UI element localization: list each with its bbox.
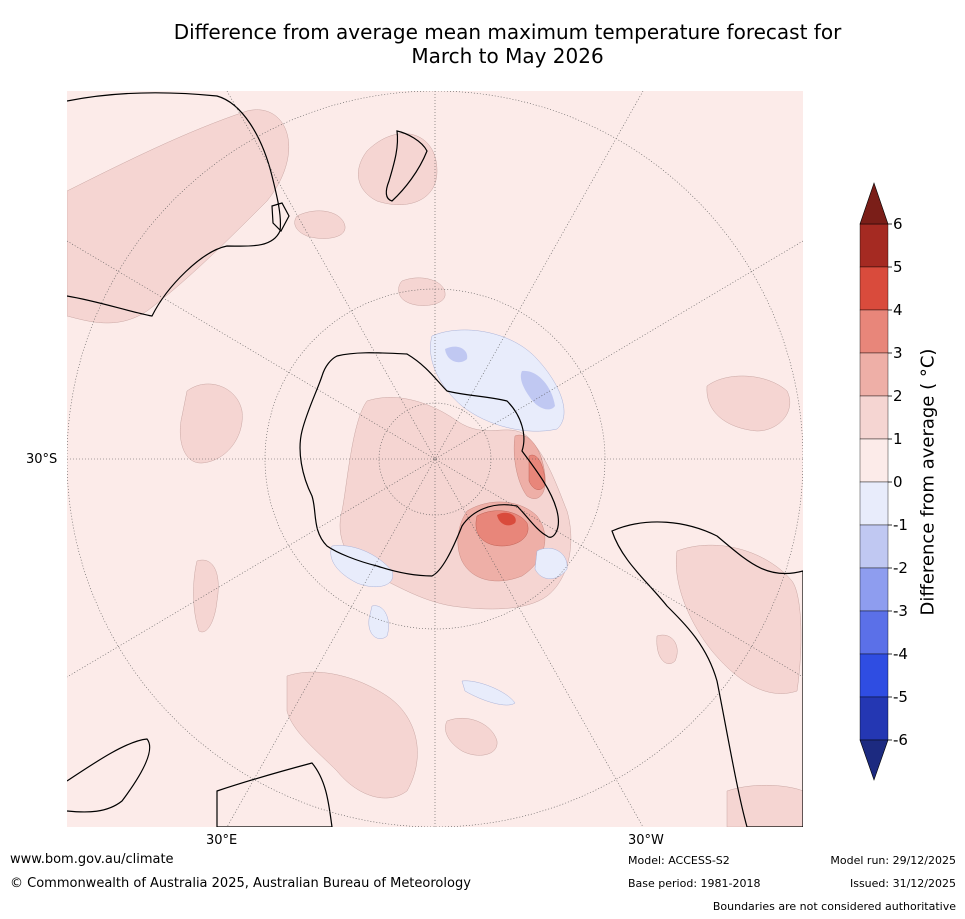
colorbar-segment (859, 309, 889, 354)
colorbar-tick-label: -1 (893, 516, 908, 534)
colorbar-segment (859, 524, 889, 569)
coastlines (67, 92, 803, 827)
colorbar-segment (859, 223, 889, 268)
polar-map (67, 91, 803, 827)
anomaly-minus1-0-regions (330, 329, 568, 706)
australia-coastline (216, 762, 333, 827)
colorbar-segment (859, 266, 889, 311)
title-line-1: Difference from average mean maximum tem… (173, 20, 842, 44)
footer-issued: Issued: 31/12/2025 (849, 877, 956, 890)
colorbar-under-arrow (859, 739, 889, 781)
colorbar-tick-label: 6 (893, 215, 903, 233)
colorbar-tick-label: -4 (893, 645, 908, 663)
footer-model-run: Model run: 29/12/2025 (830, 854, 956, 867)
colorbar-tick-label: -6 (893, 731, 908, 749)
colorbar-segment (859, 395, 889, 440)
colorbar-over-arrow (859, 182, 889, 225)
antarctica-coastline (299, 352, 559, 577)
new-zealand-coastline (385, 130, 428, 202)
colorbar: 6 5 4 3 2 1 0 -1 -2 -3 -4 -5 -6 (859, 182, 908, 781)
colorbar-tick-label: -3 (893, 602, 908, 620)
colorbar-segment (859, 610, 889, 655)
south-america-coastline (67, 738, 151, 813)
colorbar-tick-label: 0 (893, 473, 903, 491)
colorbar-segment (859, 696, 889, 741)
footer-copyright: © Commonwealth of Australia 2025, Austra… (10, 876, 471, 891)
colorbar-tick-label: 3 (893, 344, 903, 362)
colorbar-segment (859, 352, 889, 397)
lon-label-30w: 30°W (628, 833, 664, 848)
patagonia-coastline (611, 521, 803, 827)
footer-website[interactable]: www.bom.gov.au/climate (10, 852, 174, 867)
colorbar-segment (859, 567, 889, 612)
footer-base-period: Base period: 1981-2018 (628, 877, 761, 890)
colorbar-segment (859, 653, 889, 698)
colorbar-tick-label: -5 (893, 688, 908, 706)
footer-model: Model: ACCESS-S2 (628, 854, 730, 867)
anomaly-4-5-region (497, 512, 516, 526)
colorbar-tick-label: 5 (893, 258, 903, 276)
madagascar-coastline (271, 202, 290, 232)
colorbar-tick-label: 4 (893, 301, 903, 319)
lat-label-30s: 30°S (26, 452, 58, 467)
colorbar-segment (859, 481, 889, 526)
colorbar-tick-label: 1 (893, 430, 903, 448)
graticule (67, 91, 803, 827)
title-line-2: March to May 2026 (411, 44, 604, 68)
lon-label-30e: 30°E (206, 833, 238, 848)
colorbar-tick-label: -2 (893, 559, 908, 577)
africa-coastline (67, 92, 282, 317)
colorbar-tick-label: 2 (893, 387, 903, 405)
anomaly-minus2-minus1-regions (445, 346, 555, 410)
colorbar-segment (859, 438, 889, 483)
map-title: Difference from average mean maximum tem… (60, 20, 955, 68)
colorbar-title: Difference from average ( °C) (917, 348, 939, 616)
footer-disclaimer: Boundaries are not considered authoritat… (712, 900, 956, 913)
